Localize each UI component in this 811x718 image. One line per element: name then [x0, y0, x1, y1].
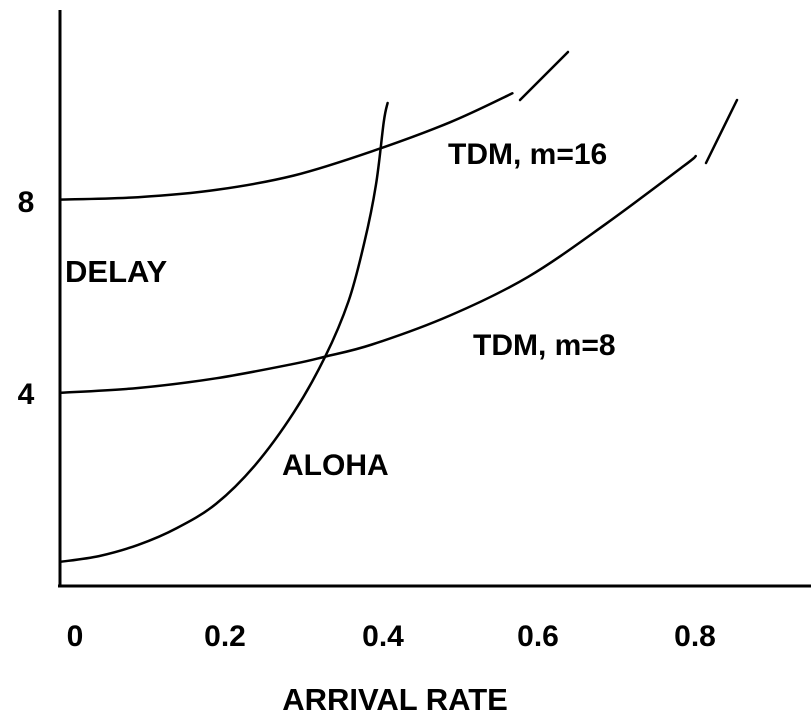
annotation-tdm-16: TDM, m=16 — [448, 138, 607, 171]
annotation-aloha: ALOHA — [282, 449, 389, 482]
tdm-8-curve — [58, 154, 697, 395]
x-tick-label: 0.2 — [204, 620, 246, 653]
series-layer — [58, 92, 697, 564]
y-tick-labels: 4 8 — [18, 186, 35, 411]
axes — [58, 10, 811, 588]
tdm-8-end-stroke — [704, 98, 739, 165]
x-tick-label: 0.8 — [674, 620, 716, 653]
annotations: TDM, m=16 TDM, m=8 ALOHA — [282, 138, 616, 482]
x-tick-label: 0 — [67, 620, 84, 653]
x-tick-labels: 0 0.2 0.4 0.6 0.8 — [67, 620, 716, 653]
y-tick-label: 4 — [18, 378, 35, 411]
curve-end-ticks — [518, 50, 739, 165]
x-axis-label: ARRIVAL RATE — [282, 682, 508, 717]
y-tick-label: 8 — [18, 186, 35, 219]
y-axis-label: DELAY — [65, 254, 168, 289]
tdm-16-end-stroke — [518, 50, 570, 102]
tdm-16-curve — [58, 92, 514, 201]
aloha-curve — [58, 101, 389, 564]
annotation-tdm-8: TDM, m=8 — [473, 329, 616, 362]
x-tick-label: 0.6 — [517, 620, 559, 653]
x-tick-label: 0.4 — [362, 620, 404, 653]
